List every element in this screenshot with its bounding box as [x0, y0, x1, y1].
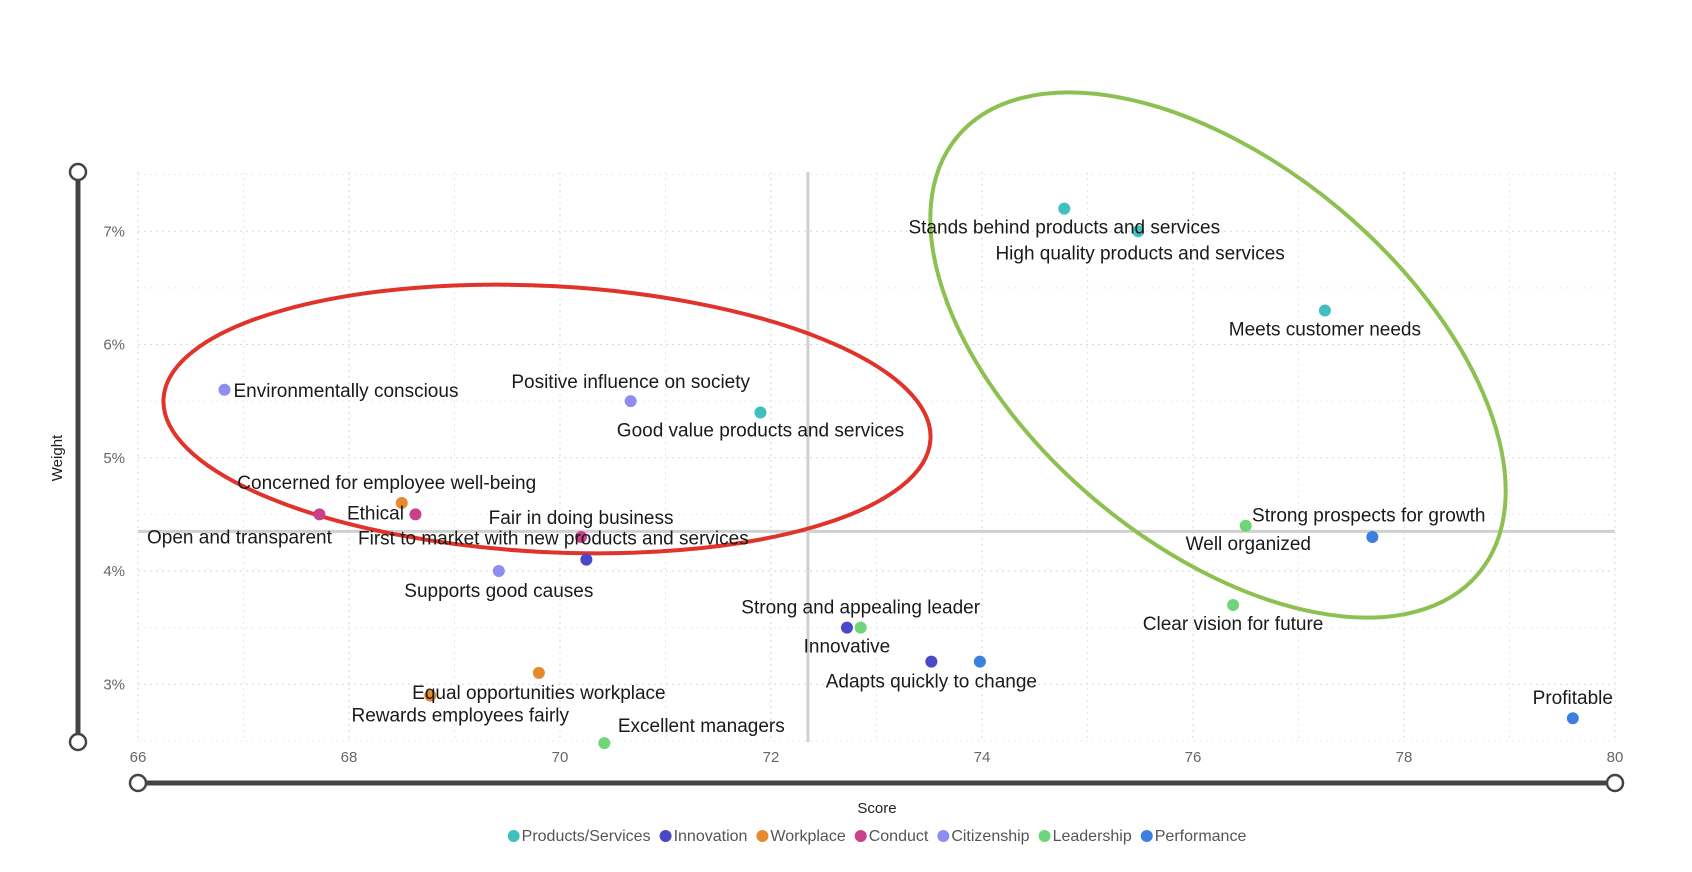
annotation-ellipse-red — [161, 282, 933, 556]
x-slider-right-handle[interactable] — [1605, 773, 1625, 793]
y-tick-label: 4% — [103, 563, 125, 580]
y-tick-label: 5% — [103, 450, 125, 467]
point-label: Concerned for employee well-being — [237, 473, 536, 494]
data-point[interactable] — [409, 508, 422, 521]
point-label: Positive influence on society — [511, 372, 750, 393]
x-tick-label: 72 — [763, 749, 780, 766]
data-point[interactable] — [624, 395, 637, 408]
point-label: Equal opportunities workplace — [412, 683, 666, 704]
legend-marker — [1140, 830, 1153, 842]
point-label: Good value products and services — [617, 420, 904, 441]
annotation-ellipse-green — [928, 90, 1508, 620]
legend-marker — [756, 830, 769, 842]
data-point[interactable] — [754, 406, 767, 419]
data-point[interactable] — [424, 689, 437, 702]
data-point[interactable] — [1227, 598, 1240, 611]
x-axis-title: Score — [857, 800, 896, 817]
point-label: Well organized — [1186, 534, 1311, 555]
point-label: Adapts quickly to change — [826, 672, 1037, 693]
legend-label[interactable]: Performance — [1155, 828, 1247, 845]
point-label: Strong and appealing leader — [741, 598, 980, 619]
legend-marker — [659, 830, 672, 842]
data-point[interactable] — [1239, 519, 1252, 532]
point-label: Stands behind products and services — [908, 218, 1220, 239]
point-label: Strong prospects for growth — [1252, 506, 1485, 527]
data-point[interactable] — [575, 531, 588, 544]
point-label: Innovative — [804, 637, 891, 658]
point-label: High quality products and services — [995, 243, 1284, 264]
legend-label[interactable]: Workplace — [770, 828, 845, 845]
x-tick-label: 74 — [974, 749, 991, 766]
data-point[interactable] — [854, 621, 867, 634]
data-point[interactable] — [1132, 225, 1145, 238]
data-point[interactable] — [1366, 531, 1379, 544]
x-tick-label: 70 — [552, 749, 569, 766]
data-point[interactable] — [218, 383, 231, 396]
point-label: Fair in doing business — [489, 508, 674, 529]
y-range-slider[interactable] — [68, 162, 88, 752]
x-slider-left-handle[interactable] — [128, 773, 148, 793]
legend: Products/Services Innovation Workplace Cond… — [507, 828, 1247, 845]
data-point[interactable] — [598, 737, 611, 750]
legend-label[interactable]: Innovation — [674, 828, 748, 845]
point-label: Supports good causes — [404, 581, 593, 602]
data-point[interactable] — [395, 497, 408, 510]
legend-label[interactable]: Citizenship — [951, 828, 1029, 845]
data-point[interactable] — [840, 621, 853, 634]
x-tick-labels: 66 68 70 72 74 76 78 80 — [130, 749, 1624, 766]
y-tick-labels: 3% 4% 5% 6% 7% — [103, 223, 125, 693]
x-range-slider[interactable] — [128, 773, 1625, 793]
y-slider-bottom-handle[interactable] — [68, 732, 88, 752]
legend-label[interactable]: Conduct — [869, 828, 929, 845]
x-tick-label: 66 — [130, 749, 147, 766]
y-tick-label: 3% — [103, 676, 125, 693]
grid — [137, 172, 1616, 742]
point-label: Ethical — [347, 503, 404, 524]
legend-label[interactable]: Leadership — [1053, 828, 1132, 845]
point-label: Excellent managers — [618, 716, 785, 737]
data-point[interactable] — [1058, 202, 1071, 215]
legend-marker — [854, 830, 867, 842]
data-points — [218, 202, 1579, 750]
legend-marker — [937, 830, 950, 842]
point-label: Open and transparent — [147, 527, 333, 548]
legend-marker — [1038, 830, 1051, 842]
y-axis-title: Weight — [49, 434, 66, 481]
y-tick-label: 7% — [103, 223, 125, 240]
x-tick-label: 68 — [341, 749, 358, 766]
x-tick-label: 80 — [1607, 749, 1624, 766]
data-point[interactable] — [1318, 304, 1331, 317]
data-point[interactable] — [1566, 712, 1579, 725]
data-point[interactable] — [580, 553, 593, 566]
point-label: Environmentally conscious — [234, 381, 459, 402]
point-label: Meets customer needs — [1229, 320, 1421, 341]
data-point[interactable] — [973, 655, 986, 668]
x-tick-label: 78 — [1396, 749, 1413, 766]
legend-marker — [507, 830, 520, 842]
legend-label[interactable]: Products/Services — [522, 828, 651, 845]
y-tick-label: 6% — [103, 337, 125, 354]
point-label: Profitable — [1533, 688, 1613, 709]
x-tick-label: 76 — [1185, 749, 1202, 766]
data-point[interactable] — [492, 565, 505, 577]
y-slider-top-handle[interactable] — [68, 162, 88, 182]
point-label: Rewards employees fairly — [351, 706, 569, 727]
data-point[interactable] — [925, 655, 938, 668]
point-label: First to market with new products and se… — [358, 529, 749, 550]
data-point[interactable] — [532, 666, 545, 679]
point-label: Clear vision for future — [1143, 614, 1324, 635]
point-labels: Stands behind products and services High … — [147, 218, 1613, 738]
data-point[interactable] — [313, 508, 326, 521]
annotations — [161, 90, 1508, 620]
